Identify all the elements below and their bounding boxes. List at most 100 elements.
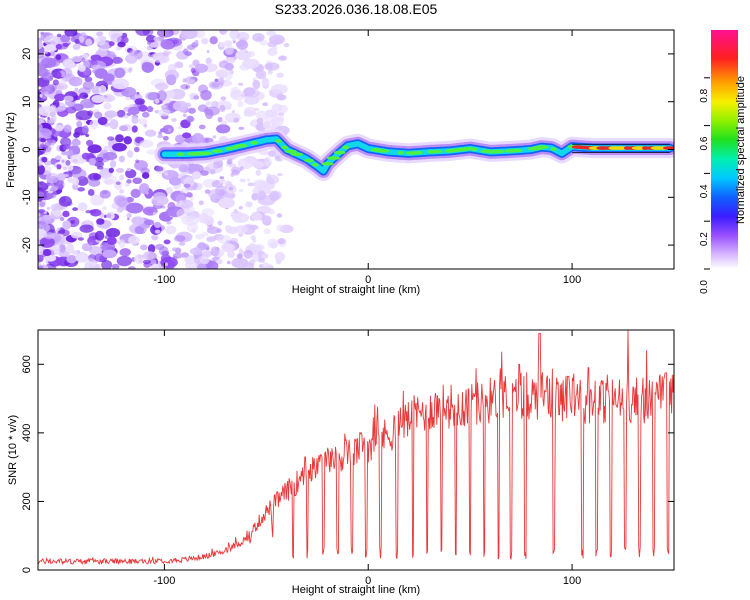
noise-speckle bbox=[38, 191, 45, 198]
ridge-peak bbox=[225, 146, 235, 151]
noise-speckle bbox=[71, 177, 80, 186]
noise-speckle bbox=[39, 93, 43, 98]
noise-speckle bbox=[259, 40, 268, 46]
noise-speckle bbox=[63, 95, 74, 103]
noise-speckle bbox=[111, 78, 130, 90]
noise-speckle bbox=[171, 118, 177, 122]
noise-speckle bbox=[205, 101, 212, 106]
noise-speckle bbox=[71, 139, 81, 147]
noise-speckle bbox=[135, 30, 151, 36]
noise-speckle bbox=[38, 265, 44, 269]
noise-speckle bbox=[276, 213, 283, 218]
noise-speckle bbox=[143, 123, 148, 128]
noise-speckle bbox=[145, 91, 158, 101]
noise-speckle bbox=[278, 114, 285, 123]
noise-speckle bbox=[55, 71, 62, 79]
ridge-peak bbox=[250, 141, 258, 145]
noise-speckle bbox=[201, 37, 209, 45]
noise-speckle bbox=[224, 44, 234, 56]
noise-speckle bbox=[106, 236, 117, 246]
noise-speckle bbox=[115, 181, 121, 186]
colorbar-tick-label: 0.4 bbox=[699, 184, 710, 198]
noise-speckle bbox=[238, 205, 243, 210]
noise-speckle bbox=[257, 258, 266, 263]
noise-speckle bbox=[38, 208, 46, 213]
noise-speckle bbox=[267, 208, 276, 215]
noise-speckle bbox=[96, 218, 105, 225]
colorbar-tick-label: 0.2 bbox=[699, 232, 710, 246]
noise-speckle bbox=[174, 235, 186, 243]
noise-speckle bbox=[159, 127, 168, 133]
noise-speckle bbox=[93, 111, 103, 119]
noise-speckle bbox=[147, 244, 156, 254]
noise-speckle bbox=[274, 251, 286, 262]
noise-speckle bbox=[225, 105, 232, 110]
noise-speckle bbox=[263, 156, 272, 167]
noise-speckle bbox=[134, 98, 145, 105]
noise-speckle bbox=[245, 201, 253, 208]
noise-speckle bbox=[85, 133, 90, 138]
noise-speckle bbox=[70, 220, 76, 224]
noise-speckle bbox=[180, 83, 191, 90]
noise-speckle bbox=[38, 213, 41, 217]
noise-speckle bbox=[188, 64, 195, 69]
noise-speckle bbox=[236, 31, 250, 42]
noise-speckle bbox=[233, 208, 238, 214]
noise-speckle bbox=[75, 251, 89, 263]
noise-speckle bbox=[102, 174, 117, 185]
noise-speckle bbox=[127, 217, 130, 221]
noise-speckle bbox=[55, 180, 65, 190]
noise-speckle bbox=[77, 202, 88, 211]
noise-speckle bbox=[87, 189, 95, 196]
noise-speckle bbox=[165, 187, 173, 195]
noise-speckle bbox=[250, 235, 256, 241]
noise-speckle bbox=[261, 262, 270, 269]
noise-speckle bbox=[174, 61, 184, 69]
noise-speckle bbox=[188, 79, 196, 85]
noise-speckle bbox=[192, 133, 205, 144]
noise-speckle bbox=[276, 224, 284, 232]
noise-speckle bbox=[256, 205, 271, 214]
noise-speckle bbox=[78, 35, 85, 43]
noise-speckle bbox=[251, 160, 265, 169]
snr-y-tick-label: 0 bbox=[21, 567, 33, 573]
noise-speckle bbox=[88, 178, 101, 187]
noise-speckle bbox=[115, 134, 124, 143]
noise-speckle bbox=[212, 135, 217, 139]
noise-speckle bbox=[127, 150, 134, 158]
noise-speckle bbox=[49, 117, 55, 124]
noise-speckle bbox=[106, 213, 112, 218]
colorbar-label: Normalized spectral amplitude bbox=[735, 76, 747, 224]
noise-speckle bbox=[154, 98, 160, 104]
spectrogram-y-tick-label: 20 bbox=[21, 48, 33, 60]
noise-speckle bbox=[140, 244, 148, 251]
noise-speckle bbox=[180, 252, 189, 258]
noise-speckle bbox=[103, 145, 112, 151]
noise-speckle bbox=[38, 181, 49, 192]
noise-speckle bbox=[84, 258, 96, 267]
noise-speckle bbox=[246, 178, 251, 182]
noise-speckle bbox=[38, 254, 44, 263]
noise-speckle bbox=[191, 171, 202, 180]
noise-speckle bbox=[79, 92, 89, 100]
ridge-peak bbox=[312, 162, 319, 167]
noise-speckle bbox=[277, 238, 286, 245]
ridge-peak bbox=[492, 149, 505, 154]
noise-speckle bbox=[225, 243, 236, 252]
noise-speckle bbox=[38, 247, 44, 256]
spectrogram-y-tick-label: 0 bbox=[21, 146, 33, 152]
noise-speckle bbox=[238, 82, 244, 86]
noise-speckle bbox=[123, 136, 132, 145]
noise-speckle bbox=[136, 51, 151, 62]
colorbar-ticks: 0.0 0.2 0.4 0.6 0.8 bbox=[699, 77, 710, 294]
noise-speckle bbox=[59, 244, 66, 253]
noise-speckle bbox=[111, 263, 120, 269]
noise-speckle bbox=[47, 190, 54, 194]
noise-speckle bbox=[115, 167, 125, 173]
noise-speckle bbox=[45, 182, 51, 187]
noise-speckle bbox=[206, 50, 210, 54]
noise-speckle bbox=[152, 211, 157, 216]
snr-x-tick-label: 0 bbox=[365, 575, 371, 587]
noise-speckle bbox=[65, 106, 77, 114]
noise-speckle bbox=[72, 55, 83, 63]
